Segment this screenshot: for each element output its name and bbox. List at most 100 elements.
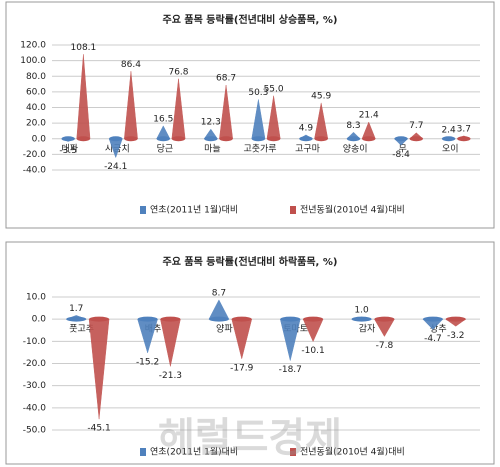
cone-base <box>208 316 229 322</box>
cone-base <box>156 136 170 142</box>
legend-swatch <box>140 448 146 456</box>
cone-base <box>137 316 158 322</box>
legend-swatch <box>290 206 296 214</box>
x-tick-label: 상추 <box>430 324 447 335</box>
chart-frame <box>5 241 495 465</box>
data-label: 3.7 <box>457 124 471 134</box>
data-label: -3.2 <box>447 331 465 341</box>
legend-label: 전년동월(2010년 4월)대비 <box>300 446 405 458</box>
x-tick-label: 오이 <box>442 143 459 154</box>
data-label: 21.4 <box>359 111 379 121</box>
legend-label: 연초(2011년 1월)대비 <box>150 204 238 216</box>
legend-label: 전년동월(2010년 4월)대비 <box>300 204 405 216</box>
data-label: -21.3 <box>159 371 182 381</box>
cone-base <box>280 316 301 322</box>
data-label: -24.1 <box>104 162 127 172</box>
x-tick-label: 마늘 <box>204 143 221 154</box>
chart-title: 주요 품목 등락률(전년대비 하락품목, %) <box>163 255 338 268</box>
cone-base <box>109 136 123 142</box>
chart-title: 주요 품목 등락률(전년대비 상승품목, %) <box>163 13 338 26</box>
y-tick-label: 10.0 <box>26 293 46 303</box>
cone-base <box>351 316 372 322</box>
cone-base <box>299 136 313 142</box>
data-label: -3.5 <box>59 146 77 156</box>
data-label: -18.7 <box>279 365 302 375</box>
data-label: -7.8 <box>376 341 394 351</box>
cone-base <box>362 136 376 142</box>
y-tick-label: 60.0 <box>26 87 46 97</box>
cone-base <box>124 136 138 142</box>
y-tick-label: 40.0 <box>26 103 46 113</box>
x-tick-label: 고춧가루 <box>243 143 276 154</box>
plots: -40.0 -20.0 0.0 20.0 40.0 60.0 80.0 100.0 120.0 대… <box>20 41 480 458</box>
data-label: 2.4 <box>441 125 456 135</box>
cone-base <box>346 136 361 142</box>
cone-base <box>231 316 252 322</box>
data-label: -45.1 <box>87 424 110 434</box>
cone-base <box>445 316 466 322</box>
data-label: 1.0 <box>354 305 369 315</box>
data-label: 68.7 <box>216 74 236 84</box>
data-label: -8.4 <box>392 150 410 160</box>
data-label: 108.1 <box>71 43 97 53</box>
data-label: -17.9 <box>230 363 254 373</box>
data-label: -4.7 <box>424 334 442 344</box>
cone-base <box>314 136 328 142</box>
cone-base <box>457 136 471 142</box>
data-label: 4.9 <box>299 123 314 133</box>
cone-base <box>171 136 186 142</box>
data-label: -15.2 <box>136 357 159 367</box>
legend-swatch <box>290 448 296 456</box>
data-label: -10.1 <box>301 346 324 356</box>
data-label: 76.8 <box>168 67 188 77</box>
y-tick-label: 0.0 <box>32 134 47 144</box>
data-label: 12.3 <box>201 118 221 128</box>
y-tick-label: 120.0 <box>20 41 46 51</box>
cone-base <box>160 316 181 322</box>
cone-base <box>266 136 281 142</box>
data-label: 55.0 <box>264 84 284 94</box>
x-tick-label: 양파 <box>216 324 233 335</box>
cone-base <box>303 316 324 322</box>
data-label: 16.5 <box>153 114 173 124</box>
cone-base <box>441 136 456 142</box>
legend-label: 연초(2011년 1월)대비 <box>150 446 238 458</box>
cone-base <box>422 316 443 322</box>
cone-base <box>219 136 233 142</box>
data-label: 8.7 <box>212 288 226 298</box>
x-tick-label: 감자 <box>359 323 376 335</box>
x-tick-label: 풋고추 <box>69 324 94 335</box>
data-label: 86.4 <box>121 60 141 70</box>
cone-base <box>394 136 408 142</box>
legend-swatch <box>140 206 146 214</box>
y-tick-label: -30.0 <box>23 381 47 391</box>
cone-base <box>409 136 423 142</box>
data-label: 1.7 <box>69 304 83 314</box>
y-tick-label: 0.0 <box>32 315 47 325</box>
x-tick-label: 무 <box>399 143 407 154</box>
y-tick-label: -50.0 <box>23 426 47 436</box>
cone-base <box>251 136 266 142</box>
watermark: 헤럴드경제 <box>158 415 342 461</box>
y-tick-label: -10.0 <box>23 337 47 347</box>
cone-base <box>61 136 75 142</box>
y-tick-label: -40.0 <box>23 166 47 176</box>
cone-base <box>66 316 87 322</box>
x-tick-label: 양송이 <box>343 143 368 154</box>
cone-base <box>374 316 395 322</box>
y-tick-label: -20.0 <box>23 150 47 160</box>
y-tick-label: 100.0 <box>20 56 46 66</box>
cone-base <box>76 136 91 142</box>
data-label: 7.7 <box>409 121 423 131</box>
x-tick-label: 대파 <box>61 143 78 154</box>
y-tick-label: 80.0 <box>26 72 46 82</box>
x-tick-label: 당근 <box>157 143 174 154</box>
y-tick-label: 20.0 <box>26 119 46 129</box>
y-tick-label: -20.0 <box>23 359 47 369</box>
y-tick-label: -40.0 <box>23 403 47 413</box>
data-label: 8.3 <box>346 121 360 131</box>
data-label: 45.9 <box>311 91 331 101</box>
data-label: 50.3 <box>248 88 268 98</box>
cone-base <box>204 136 218 142</box>
